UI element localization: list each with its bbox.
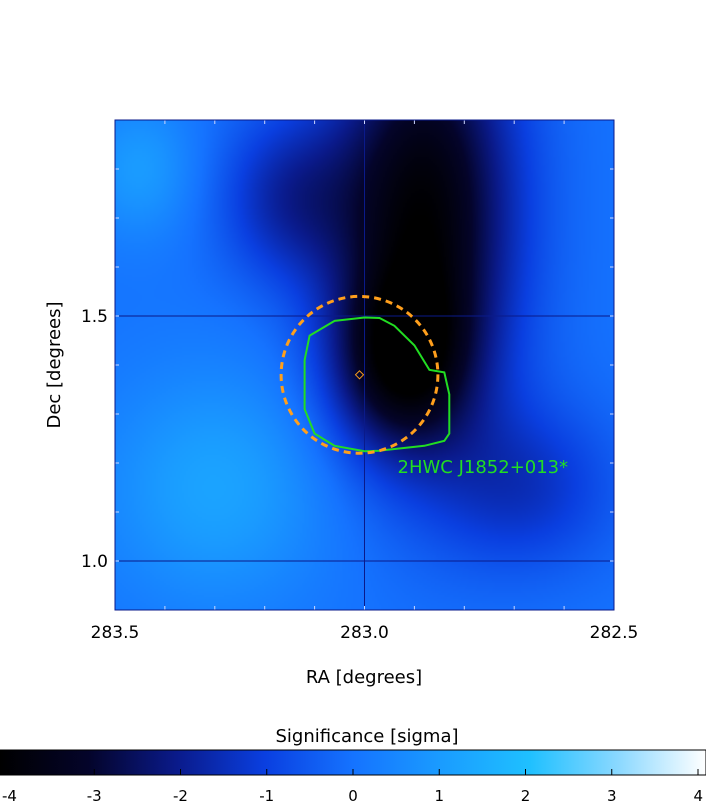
x-tick-label: 283.0	[340, 623, 389, 643]
colorbar-label: Significance [sigma]	[275, 726, 458, 747]
grid-lines	[115, 120, 614, 610]
plot-frame	[114, 119, 615, 611]
minor-ticks	[115, 120, 614, 610]
x-tick-label: 283.5	[91, 623, 140, 643]
source-position-marker	[354, 370, 365, 380]
colorbar-tick-label: 2	[521, 787, 531, 804]
colorbar-tick-label: 3	[607, 787, 617, 804]
colorbar-tick-label: 4	[693, 787, 703, 804]
colorbar-ticks: -4 -3 -2 -1 0 1 2 3 4	[2, 769, 703, 804]
colorbar-tick-label: -3	[87, 787, 102, 804]
y-tick-labels: 1.0 1.5	[81, 307, 108, 572]
y-tick-label: 1.5	[81, 307, 108, 327]
x-tick-labels: 283.5 283.0 282.5	[91, 623, 639, 643]
colorbar-tick-label: -1	[259, 787, 274, 804]
colorbar-tick-label: 1	[434, 787, 444, 804]
y-tick-label: 1.0	[81, 552, 108, 572]
source-extent-circle	[279, 294, 440, 455]
colorbar-tick-label: 0	[348, 787, 358, 804]
colorbar-tick-label: -4	[2, 787, 17, 804]
x-axis-label: RA [degrees]	[306, 667, 422, 688]
significance-contour	[303, 316, 451, 453]
y-axis-label: Dec [degrees]	[44, 301, 65, 428]
x-tick-label: 282.5	[590, 623, 639, 643]
plot-area	[115, 120, 614, 610]
source-label: 2HWC J1852+013*	[398, 457, 569, 478]
colorbar-tick-label: -2	[173, 787, 188, 804]
